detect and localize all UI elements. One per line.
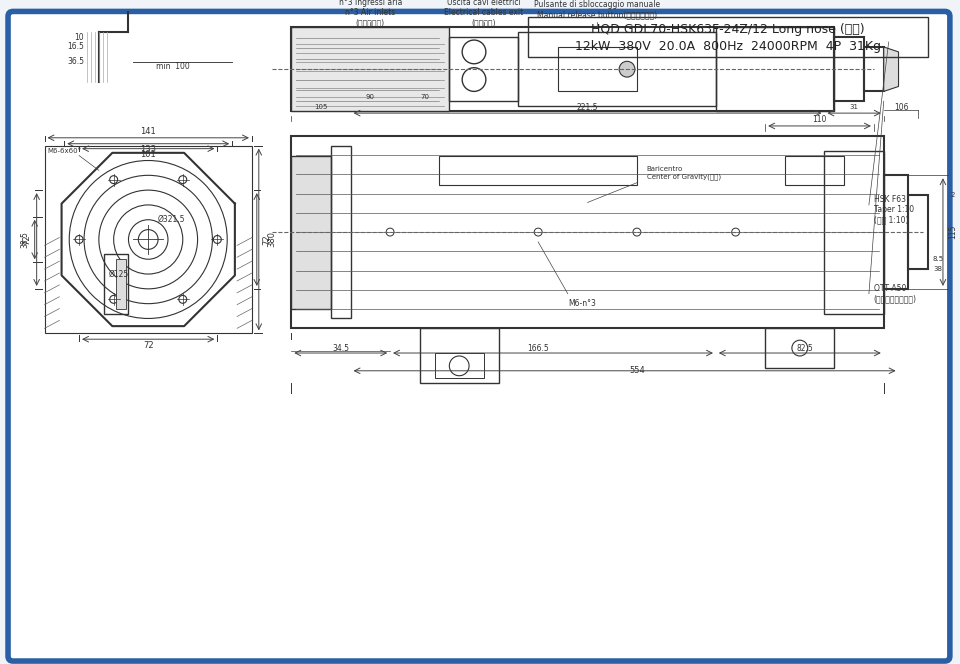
Text: 72: 72 <box>143 341 154 350</box>
Bar <box>292 136 884 328</box>
Text: 90: 90 <box>366 94 374 100</box>
Bar <box>435 353 484 378</box>
Text: HSK F63
Taper 1:10
(锥度 1:10): HSK F63 Taper 1:10 (锥度 1:10) <box>874 195 914 225</box>
Bar <box>292 27 834 111</box>
Text: min  100: min 100 <box>156 62 190 71</box>
Text: 16.5: 16.5 <box>67 42 84 52</box>
Bar <box>449 37 518 102</box>
Text: 141: 141 <box>140 127 156 136</box>
Text: 380: 380 <box>267 232 276 248</box>
Text: 554: 554 <box>629 367 645 375</box>
Text: 110: 110 <box>812 115 827 124</box>
Bar <box>292 27 449 111</box>
Text: 105: 105 <box>314 104 327 110</box>
Bar <box>825 151 884 313</box>
Text: 115: 115 <box>948 225 957 239</box>
Text: 38: 38 <box>933 266 943 272</box>
Bar <box>104 254 129 313</box>
Bar <box>558 47 636 92</box>
Text: 36.5: 36.5 <box>67 57 84 66</box>
Text: HQD GDL70-HSK63F-24Z/12 Long nose (长轴): HQD GDL70-HSK63F-24Z/12 Long nose (长轴) <box>591 23 865 36</box>
Text: 12kW  380V  20.0A  800Hz  24000RPM  4P  31Kg: 12kW 380V 20.0A 800Hz 24000RPM 4P 31Kg <box>575 41 881 54</box>
Text: 221.5: 221.5 <box>577 103 598 112</box>
Text: 82.5: 82.5 <box>797 343 813 353</box>
Bar <box>884 175 908 289</box>
Circle shape <box>619 61 635 77</box>
Bar <box>716 27 834 111</box>
FancyBboxPatch shape <box>8 11 949 661</box>
Bar <box>785 155 844 185</box>
Text: 10: 10 <box>75 33 84 42</box>
Text: 31: 31 <box>850 104 858 110</box>
Text: 166.5: 166.5 <box>527 343 549 353</box>
Text: 106: 106 <box>895 103 909 112</box>
Text: Uscita cavi elettrici
Electrical cables exit
(电缆出口): Uscita cavi elettrici Electrical cables … <box>444 0 523 27</box>
Text: n°3 Ingressi aria
n°3 Air inlets
(进气口气口): n°3 Ingressi aria n°3 Air inlets (进气口气口) <box>339 0 402 27</box>
Bar <box>115 259 126 309</box>
Bar <box>292 155 331 309</box>
Text: 72: 72 <box>22 234 32 245</box>
Polygon shape <box>884 47 899 92</box>
Bar <box>528 17 928 57</box>
Text: 2: 2 <box>950 192 955 198</box>
Text: OTT A50
(卡盘系列拉刀机构): OTT A50 (卡盘系列拉刀机构) <box>874 284 917 303</box>
Text: M6-6x60°: M6-6x60° <box>47 147 82 153</box>
Bar <box>834 37 864 102</box>
Text: 101: 101 <box>140 150 156 159</box>
Text: Baricentro
Center of Gravity(重心): Baricentro Center of Gravity(重心) <box>647 166 721 180</box>
Text: 70: 70 <box>420 94 429 100</box>
Text: 8.5: 8.5 <box>932 256 944 262</box>
Text: 34.5: 34.5 <box>332 343 349 353</box>
Text: Ø321.5: Ø321.5 <box>158 215 185 224</box>
Bar <box>420 328 498 382</box>
Text: M6-n°3: M6-n°3 <box>568 299 596 308</box>
Text: 38.5: 38.5 <box>20 231 30 248</box>
Text: Pulsante di sbloccaggio manuale
Manual release button(手动松刀按鈕): Pulsante di sbloccaggio manuale Manual r… <box>535 0 660 19</box>
Bar <box>331 145 350 319</box>
Bar <box>518 32 716 106</box>
Text: 133: 133 <box>140 145 156 154</box>
Bar <box>908 195 928 269</box>
Text: Ø125: Ø125 <box>108 270 129 278</box>
Bar <box>864 47 884 92</box>
Bar <box>765 328 834 368</box>
Bar <box>440 155 636 185</box>
Bar <box>44 145 252 333</box>
Text: 72: 72 <box>262 234 271 245</box>
